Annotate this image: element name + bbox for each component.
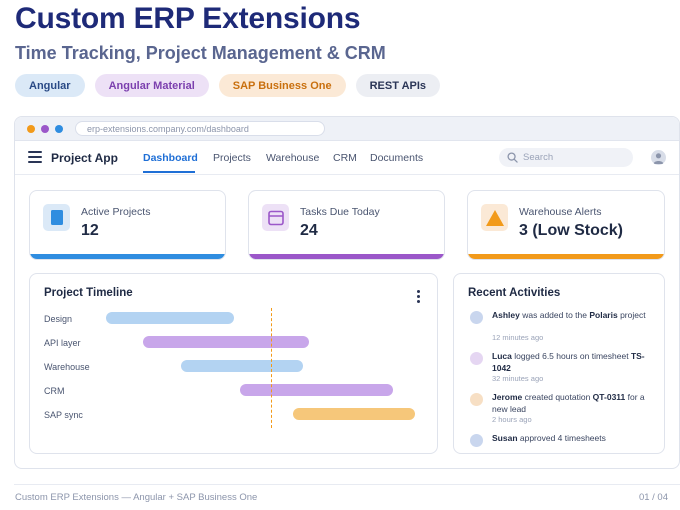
user-avatar-icon [470, 311, 483, 324]
app-navbar: Project App Dashboard Projects Warehouse… [15, 141, 679, 175]
card-accent-bar [249, 254, 444, 259]
activity-text: Susan approved 4 timesheets [492, 433, 606, 443]
nav-dashboard[interactable]: Dashboard [143, 152, 198, 164]
tech-tags: Angular Angular Material SAP Business On… [15, 74, 441, 97]
card-accent-bar [30, 254, 225, 259]
window-dot-orange[interactable] [27, 124, 35, 133]
tag-rest-apis: REST APIs [355, 74, 441, 97]
nav-crm[interactable]: CRM [333, 152, 357, 164]
address-bar[interactable]: erp-extensions.company.com/dashboard [75, 121, 325, 136]
card-label: Warehouse Alerts [519, 206, 602, 218]
browser-chrome: erp-extensions.company.com/dashboard [15, 117, 679, 141]
card-label: Active Projects [81, 206, 151, 218]
timeline-bar[interactable] [143, 336, 309, 348]
card-value: 12 [81, 222, 99, 239]
window-dot-purple[interactable] [41, 124, 49, 133]
active-tab-indicator [143, 171, 195, 173]
hero-subtitle: Time Tracking, Project Management & CRM [15, 43, 386, 63]
user-avatar-icon [470, 393, 483, 406]
timeline-bar[interactable] [180, 360, 303, 372]
nav-documents[interactable]: Documents [370, 152, 424, 164]
window-dot-blue[interactable] [55, 124, 63, 133]
panel-title: Recent Activities [468, 287, 561, 299]
calendar-icon [262, 204, 289, 231]
card-value: 3 (Low Stock) [519, 222, 624, 239]
card-warehouse-alerts[interactable]: Warehouse Alerts 3 (Low Stock) [467, 190, 665, 260]
timeline-row-label: API layer [44, 338, 81, 348]
nav-projects[interactable]: Projects [213, 152, 251, 164]
timeline-row-label: Design [44, 314, 73, 324]
nav-warehouse[interactable]: Warehouse [266, 152, 320, 164]
activity-text: Jerome created quotation QT-0311 for a n… [492, 392, 645, 414]
hero-title: Custom ERP Extensions [15, 2, 361, 35]
card-accent-bar [468, 254, 664, 259]
timeline-bar[interactable] [106, 312, 234, 324]
activity-text: Ashley was added to the Polaris project [492, 310, 646, 320]
menu-icon[interactable] [28, 151, 42, 163]
tag-sap-business-one: SAP Business One [218, 74, 346, 97]
user-avatar-icon[interactable] [651, 150, 666, 165]
timeline-bar[interactable] [293, 408, 415, 420]
browser-window: erp-extensions.company.com/dashboard Pro… [14, 116, 680, 469]
card-active-projects[interactable]: Active Projects 12 [29, 190, 226, 260]
activity-time: 12 minutes ago [492, 333, 544, 342]
app-brand[interactable]: Project App [51, 151, 118, 165]
tag-angular-material: Angular Material [94, 74, 209, 97]
page-number: 01 / 04 [638, 492, 668, 503]
card-tasks-due-today[interactable]: Tasks Due Today 24 [248, 190, 445, 260]
activity-time: 2 hours ago [492, 415, 532, 424]
project-timeline-panel: Project Timeline Design API layer Warehous… [29, 273, 438, 454]
footer-caption: Custom ERP Extensions — Angular + SAP Bu… [15, 492, 258, 503]
warning-icon [481, 204, 508, 231]
footer-divider [14, 484, 680, 485]
panel-title: Project Timeline [44, 287, 133, 299]
more-options-icon[interactable] [417, 290, 421, 305]
card-value: 24 [300, 222, 318, 239]
activity-time: 32 minutes ago [492, 374, 544, 383]
timeline-row-label: CRM [44, 386, 65, 396]
user-avatar-icon [470, 434, 483, 447]
timeline-row-label: Warehouse [44, 362, 90, 372]
user-avatar-icon [470, 352, 483, 365]
search-placeholder: Search [523, 152, 554, 163]
tag-angular: Angular [15, 74, 85, 97]
document-icon [43, 204, 70, 231]
timeline-row-label: SAP sync [44, 410, 83, 420]
today-marker [271, 308, 273, 428]
card-label: Tasks Due Today [300, 206, 380, 218]
search-input[interactable]: Search [499, 148, 633, 167]
activity-text: Luca logged 6.5 hours on timesheet TS-10… [492, 351, 645, 373]
recent-activities-panel: Recent Activities Ashley was added to th… [453, 273, 665, 454]
timeline-bar[interactable] [240, 384, 394, 396]
search-icon [507, 152, 518, 163]
